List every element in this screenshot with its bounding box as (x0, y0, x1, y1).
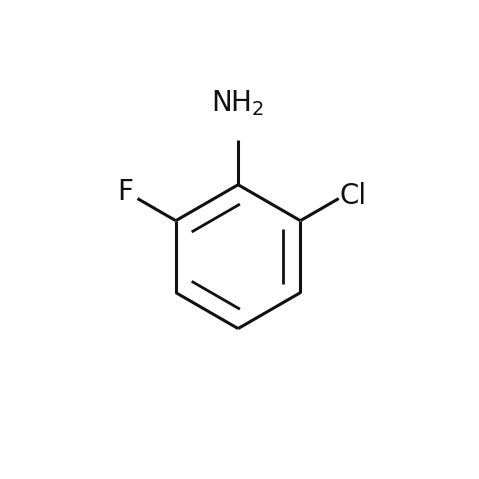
Text: Cl: Cl (340, 182, 366, 210)
Text: NH$_2$: NH$_2$ (211, 89, 265, 118)
Text: F: F (117, 178, 133, 206)
